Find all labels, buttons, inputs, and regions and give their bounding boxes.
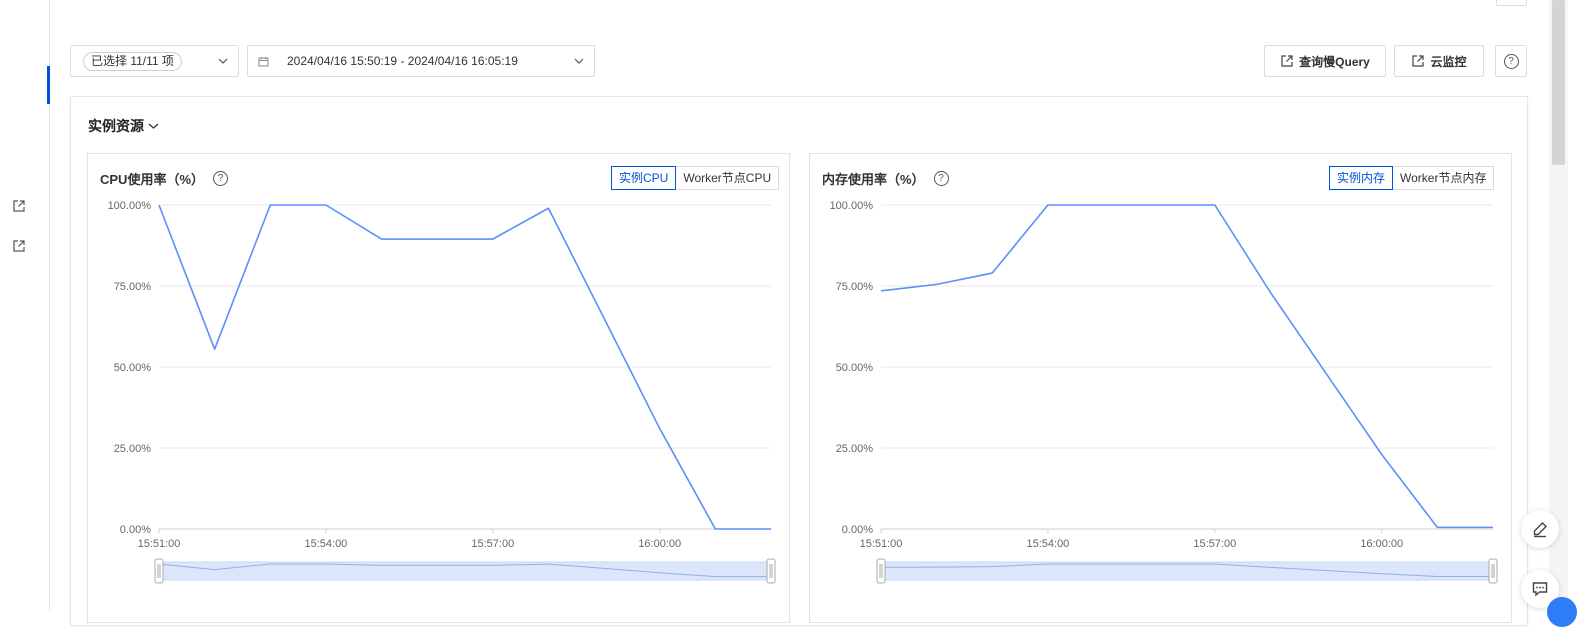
- cpu-line-chart: 0.00% 25.00% 50.00% 75.00% 100.00% 15:51:00 15…: [88, 196, 788, 591]
- y-tick-label: 50.00%: [114, 362, 152, 374]
- top-partial-button[interactable]: [1496, 0, 1527, 6]
- tab-worker-cpu[interactable]: Worker节点CPU: [676, 166, 779, 190]
- assistant-float-button[interactable]: [1547, 597, 1577, 627]
- x-tick-label: 15:57:00: [471, 538, 514, 550]
- zoom-handle-left: [877, 559, 885, 583]
- external-link-icon[interactable]: [12, 199, 26, 213]
- edit-icon: [1531, 520, 1549, 538]
- x-tick-label: 15:51:00: [860, 538, 903, 550]
- tab-instance-memory[interactable]: 实例内存: [1329, 166, 1393, 190]
- left-nav-active-indicator: [47, 66, 50, 104]
- y-tick-label: 0.00%: [842, 524, 873, 536]
- memory-title-text: 内存使用率（%）: [822, 169, 925, 188]
- help-icon[interactable]: ?: [934, 171, 949, 186]
- time-range-picker[interactable]: 2024/04/16 15:50:19 - 2024/04/16 16:05:1…: [247, 45, 595, 77]
- tab-worker-memory[interactable]: Worker节点内存: [1393, 166, 1494, 190]
- zoom-handle-left: [155, 559, 163, 583]
- slow-query-label: 查询慢Query: [1299, 53, 1370, 70]
- help-button[interactable]: ?: [1495, 45, 1527, 77]
- y-tick-label: 75.00%: [114, 281, 152, 293]
- zoom-brush-area: [159, 562, 771, 580]
- y-tick-label: 25.00%: [836, 443, 874, 455]
- x-tick-label: 16:00:00: [1360, 538, 1403, 550]
- y-tick-label: 50.00%: [836, 362, 874, 374]
- y-tick-label: 75.00%: [836, 281, 874, 293]
- instance-multi-select[interactable]: 已选择 11/11 项: [70, 45, 239, 77]
- external-link-icon[interactable]: [12, 239, 26, 253]
- section-toggle[interactable]: 实例资源: [88, 116, 159, 136]
- cloud-monitor-button[interactable]: 云监控: [1394, 45, 1484, 77]
- section-title: 实例资源: [88, 116, 144, 136]
- external-link-icon: [1411, 54, 1425, 68]
- x-tick-label: 15:54:00: [1026, 538, 1069, 550]
- y-tick-label: 100.00%: [830, 200, 874, 212]
- cpu-tab-group: 实例CPU Worker节点CPU: [611, 166, 779, 190]
- zoom-handle-right: [1489, 559, 1497, 583]
- memory-tab-group: 实例内存 Worker节点内存: [1329, 166, 1494, 190]
- chevron-down-icon: [148, 122, 159, 130]
- external-link-icon: [1280, 54, 1294, 68]
- y-tick-label: 0.00%: [120, 524, 151, 536]
- x-tick-label: 15:51:00: [138, 538, 181, 550]
- cloud-monitor-label: 云监控: [1430, 53, 1466, 70]
- y-tick-label: 100.00%: [108, 200, 152, 212]
- slow-query-button[interactable]: 查询慢Query: [1264, 45, 1386, 77]
- zoom-handle-right: [767, 559, 775, 583]
- zoom-brush-area: [881, 562, 1493, 580]
- edit-float-button[interactable]: [1521, 510, 1559, 548]
- chat-icon: [1531, 580, 1549, 598]
- cpu-title-text: CPU使用率（%）: [100, 169, 204, 188]
- left-nav: [0, 0, 50, 611]
- x-tick-label: 16:00:00: [638, 538, 681, 550]
- memory-card-title: 内存使用率（%） ?: [822, 169, 949, 188]
- calendar-icon: [258, 56, 269, 67]
- x-tick-label: 15:54:00: [304, 538, 347, 550]
- y-tick-label: 25.00%: [114, 443, 152, 455]
- time-range-value: 2024/04/16 15:50:19 - 2024/04/16 16:05:1…: [287, 54, 518, 68]
- chevron-down-icon: [218, 57, 228, 65]
- help-icon: ?: [1504, 54, 1519, 69]
- tab-instance-cpu[interactable]: 实例CPU: [611, 166, 676, 190]
- memory-line-chart: 0.00% 25.00% 50.00% 75.00% 100.00% 15:51:00 15…: [810, 196, 1510, 591]
- series-line: [881, 205, 1493, 527]
- selected-count-tag: 已选择 11/11 项: [83, 52, 182, 71]
- chevron-down-icon: [574, 57, 584, 65]
- page-scrollbar-thumb[interactable]: [1552, 0, 1565, 165]
- help-icon[interactable]: ?: [213, 171, 228, 186]
- x-tick-label: 15:57:00: [1193, 538, 1236, 550]
- cpu-card-title: CPU使用率（%） ?: [100, 169, 228, 188]
